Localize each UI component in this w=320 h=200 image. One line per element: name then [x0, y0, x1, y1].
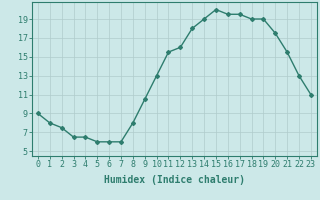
X-axis label: Humidex (Indice chaleur): Humidex (Indice chaleur) — [104, 175, 245, 185]
